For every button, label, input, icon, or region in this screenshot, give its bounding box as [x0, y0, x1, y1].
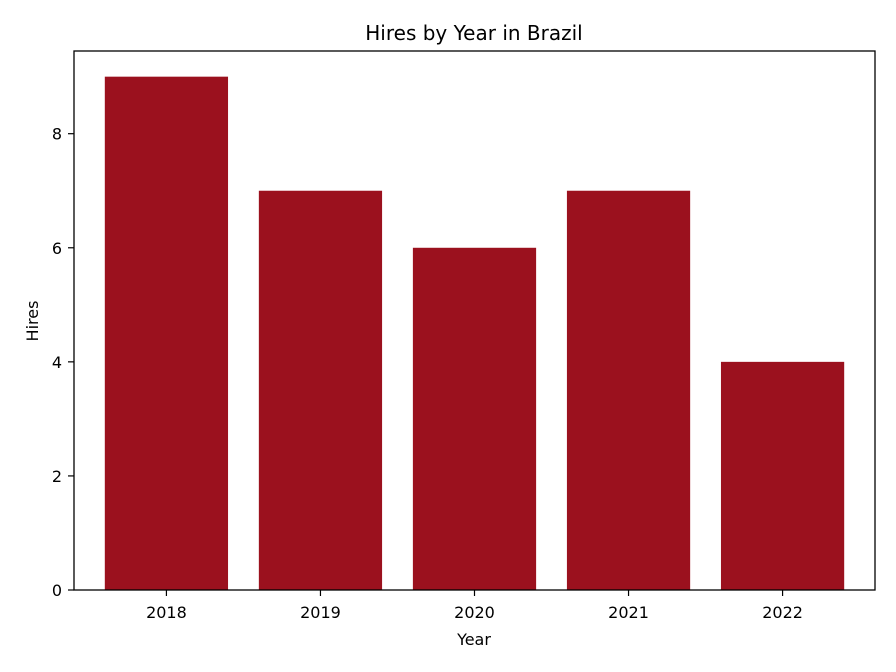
x-tick-label-2018: 2018	[146, 603, 187, 622]
bars-group	[104, 76, 845, 591]
y-axis: 0 2 4 6 8	[52, 125, 74, 600]
x-tick-label-2021: 2021	[608, 603, 649, 622]
y-tick-label-0: 0	[52, 581, 62, 600]
chart-title: Hires by Year in Brazil	[365, 21, 582, 45]
y-tick-label-6: 6	[52, 239, 62, 258]
plot-frame	[73, 50, 876, 591]
y-tick-label-2: 2	[52, 467, 62, 486]
bar-2021	[566, 190, 691, 591]
bar-2018	[104, 76, 229, 590]
x-tick-label-2019: 2019	[300, 603, 341, 622]
x-axis: 2018 2019 2020 2021 2022	[146, 590, 803, 622]
x-tick-label-2020: 2020	[454, 603, 495, 622]
bar-2022	[720, 361, 845, 590]
y-tick-label-4: 4	[52, 353, 62, 372]
bar-2020	[412, 247, 537, 590]
x-tick-label-2022: 2022	[762, 603, 803, 622]
bar-2019	[258, 190, 383, 591]
y-axis-label: Hires	[23, 301, 42, 342]
y-tick-label-8: 8	[52, 125, 62, 144]
x-axis-label: Year	[456, 630, 491, 649]
